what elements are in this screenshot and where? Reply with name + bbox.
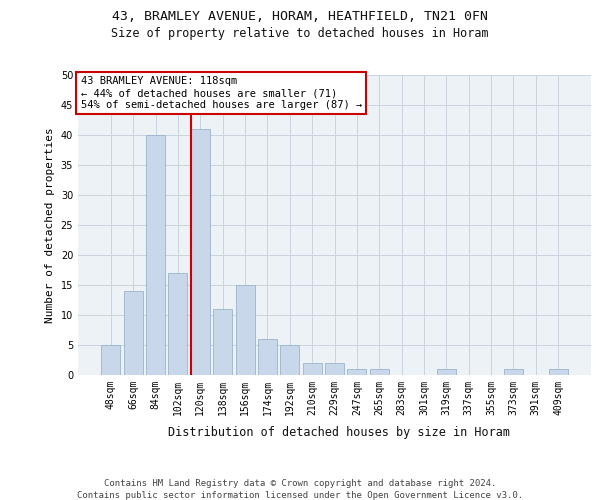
Bar [347,369,367,375]
Text: Size of property relative to detached houses in Horam: Size of property relative to detached ho… [111,28,489,40]
Text: 43, BRAMLEY AVENUE, HORAM, HEATHFIELD, TN21 0FN: 43, BRAMLEY AVENUE, HORAM, HEATHFIELD, T… [112,10,488,23]
Text: Contains HM Land Registry data © Crown copyright and database right 2024.
Contai: Contains HM Land Registry data © Crown c… [77,478,523,500]
Bar [280,345,299,375]
Bar [302,363,322,375]
Bar [437,369,456,375]
Bar [258,339,277,375]
Bar [236,285,254,375]
Text: Distribution of detached houses by size in Horam: Distribution of detached houses by size … [168,426,510,439]
Text: 43 BRAMLEY AVENUE: 118sqm
← 44% of detached houses are smaller (71)
54% of semi-: 43 BRAMLEY AVENUE: 118sqm ← 44% of detac… [80,76,362,110]
Y-axis label: Number of detached properties: Number of detached properties [45,127,55,323]
Bar [548,369,568,375]
Bar [325,363,344,375]
Bar [124,291,143,375]
Bar [101,345,121,375]
Bar [504,369,523,375]
Bar [169,273,187,375]
Bar [146,135,165,375]
Bar [213,309,232,375]
Bar [191,129,210,375]
Bar [370,369,389,375]
